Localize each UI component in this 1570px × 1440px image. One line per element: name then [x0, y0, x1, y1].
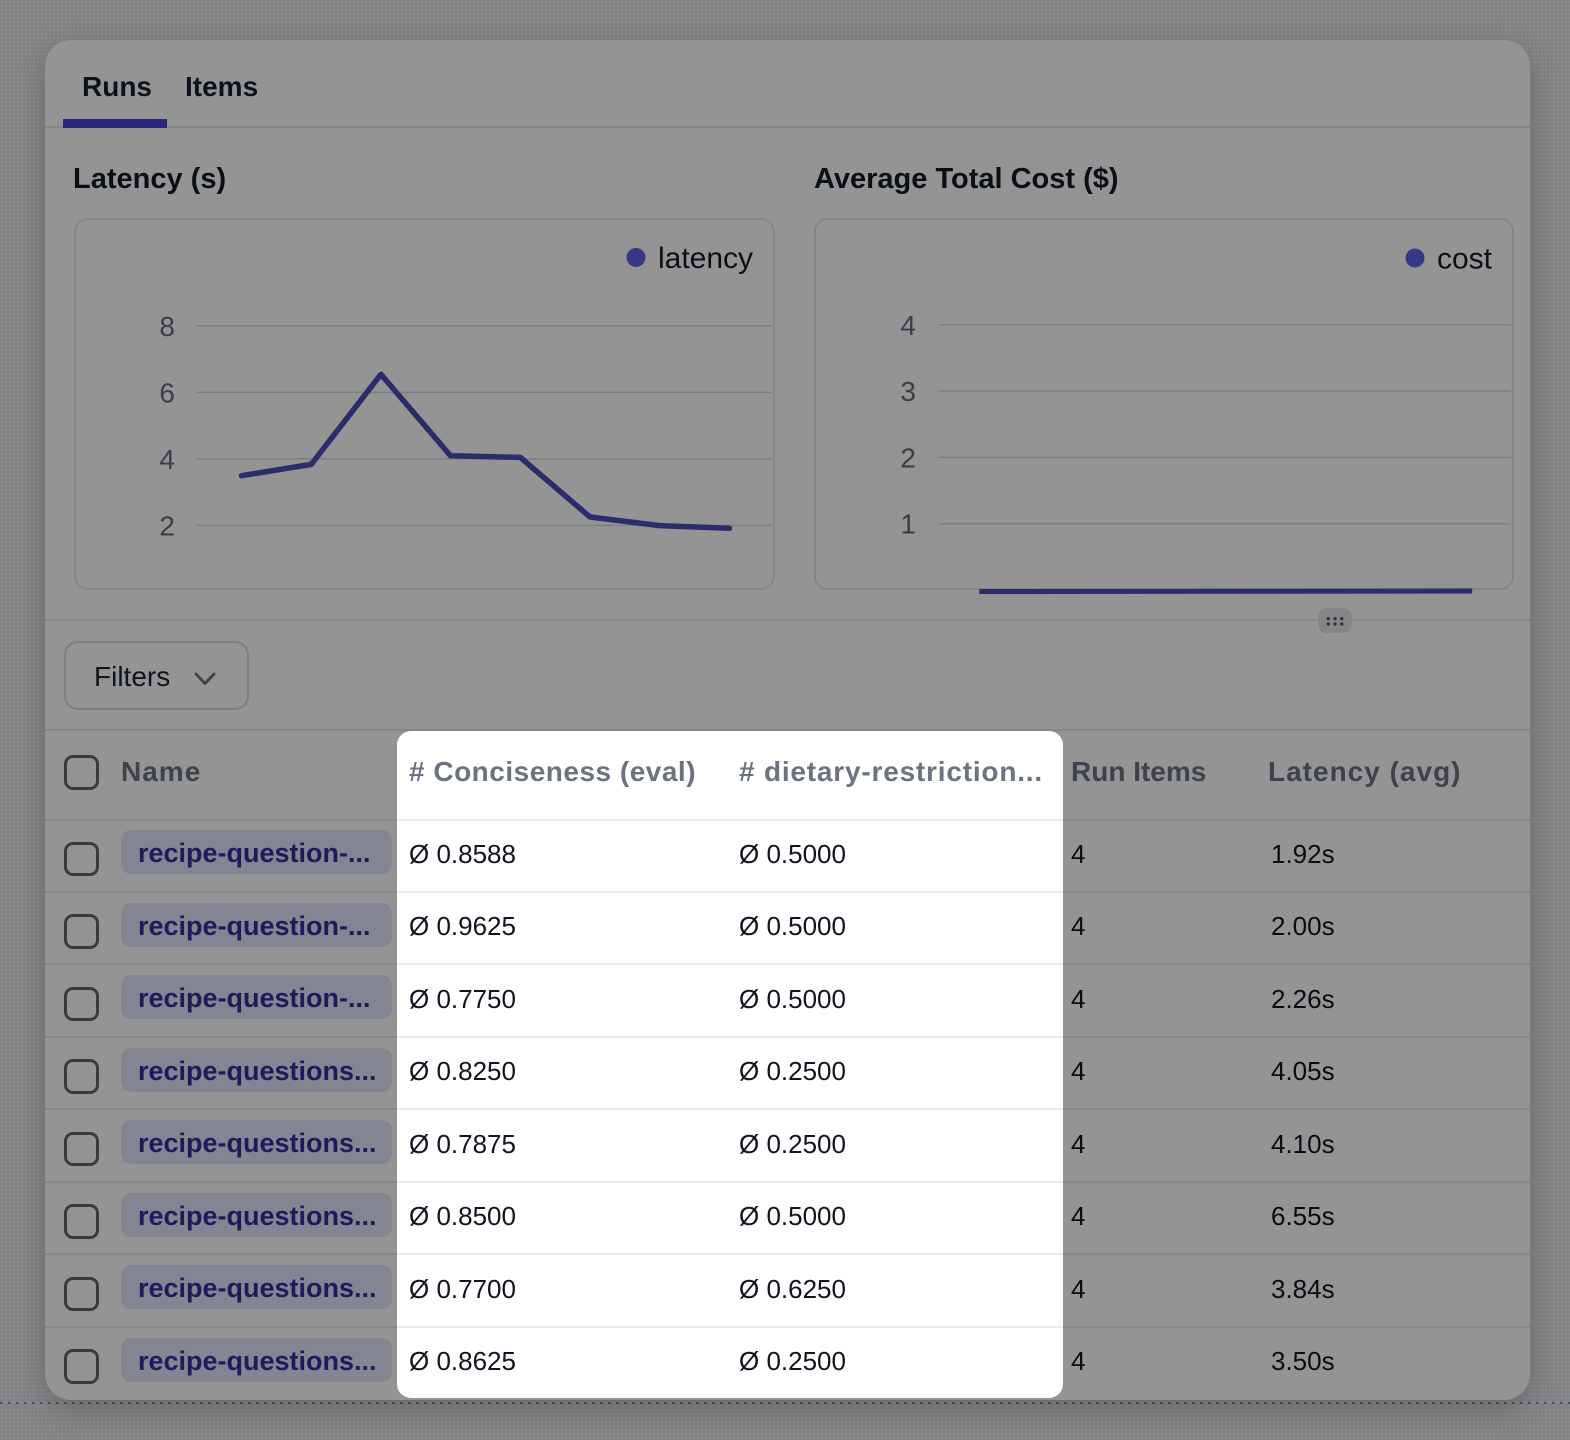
svg-text:2: 2: [900, 442, 916, 473]
svg-text:3: 3: [900, 376, 916, 407]
svg-text:1: 1: [900, 509, 916, 540]
svg-text:8: 8: [159, 311, 175, 342]
svg-text:cost: cost: [1437, 243, 1493, 276]
svg-text:4: 4: [900, 310, 916, 341]
svg-text:4: 4: [159, 444, 175, 475]
svg-text:latency: latency: [658, 242, 753, 275]
svg-text:6: 6: [159, 377, 175, 408]
svg-text:2: 2: [159, 510, 175, 541]
